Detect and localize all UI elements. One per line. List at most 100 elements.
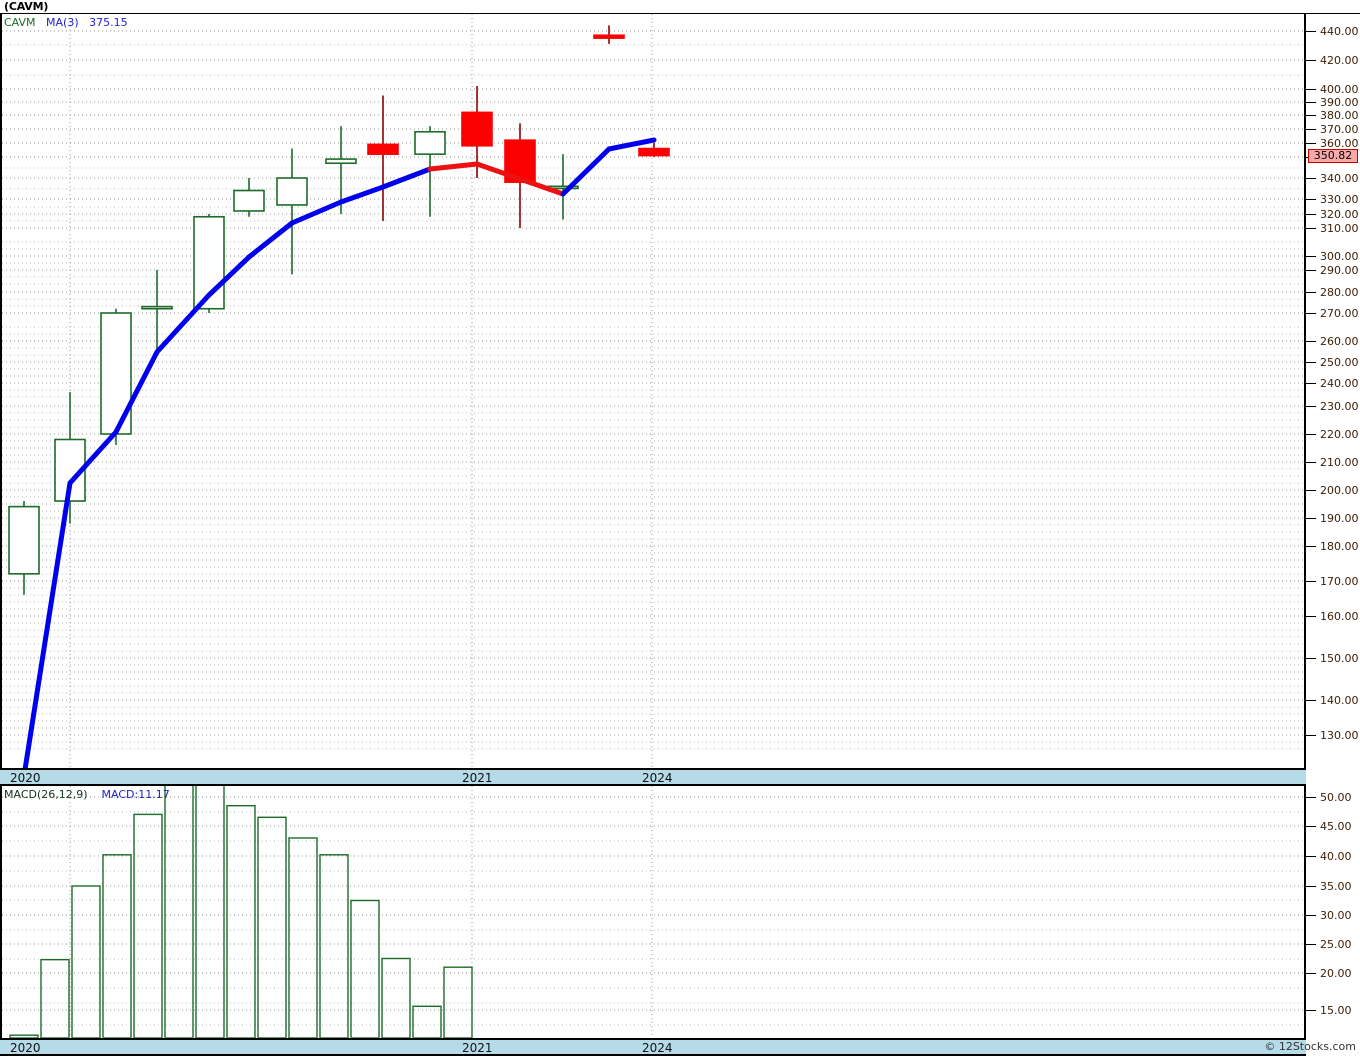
page-title: (CAVM) [4,0,49,13]
ma-line-segment [474,161,523,182]
macd-chart-panel[interactable] [0,786,1306,1044]
axis-tick-mark [1306,616,1316,617]
ma-line-segment [246,220,295,260]
price-axis-tick-label: 370.00 [1320,123,1359,136]
axis-tick-mark [1306,341,1316,342]
candle-up [414,130,446,155]
price-axis-tick-label: 220.00 [1320,428,1359,441]
axis-tick-mark [1306,313,1316,314]
macd-bar [133,813,163,1039]
axis-tick-mark [1306,915,1316,916]
price-axis-tick-label: 130.00 [1320,729,1359,742]
candle-up [141,305,173,310]
macd-bar [319,854,349,1039]
axis-tick-mark [1306,270,1316,271]
ma-line-segment [22,480,73,768]
candle-up [276,177,308,206]
price-axis-tick-label: 320.00 [1320,208,1359,221]
axis-tick-mark [1306,1010,1316,1011]
axis-tick-mark [1306,89,1316,90]
macd-bar [257,816,287,1039]
ma-line-segment [67,429,119,486]
candle-up [233,189,265,212]
price-axis-tick-label: 420.00 [1320,54,1359,67]
price-axis-tick-label: 280.00 [1320,286,1359,299]
price-axis-tick-label: 330.00 [1320,193,1359,206]
date-tick-label: 2020 [10,771,41,785]
axis-tick-mark [1306,406,1316,407]
axis-tick-mark [1306,700,1316,701]
macd-axis-tick-label: 30.00 [1320,909,1352,922]
price-value-axis: 350.82 440.00 420.00 400.00 390.00 380.00 370… [1306,14,1360,768]
macd-date-axis: 2020 2021 2024 [0,1038,1306,1056]
price-date-axis: 2020 2021 2024 [0,768,1306,786]
ma-line-segment [380,166,433,190]
price-axis-tick-label: 200.00 [1320,484,1359,497]
ma-line-segment [113,349,160,435]
macd-bar [71,885,101,1039]
price-axis-tick-label: 180.00 [1320,540,1359,553]
date-tick-label: 2024 [642,1041,673,1055]
candle-down [504,139,536,183]
axis-tick-mark [1306,581,1316,582]
date-tick-label: 2024 [642,771,673,785]
axis-tick-mark [1306,102,1316,103]
date-tick-label: 2021 [462,1041,493,1055]
price-axis-tick-label: 270.00 [1320,307,1359,320]
axis-tick-mark [1306,228,1316,229]
axis-tick-mark [1306,490,1316,491]
price-axis-tick-label: 390.00 [1320,96,1359,109]
ma-line-segment [206,254,252,298]
axis-tick-mark [1306,383,1316,384]
candle-down [593,34,625,39]
price-axis-tick-label: 170.00 [1320,575,1359,588]
axis-tick-mark [1306,518,1316,519]
title-bar: (CAVM) [0,0,1360,14]
price-axis-tick-label: 190.00 [1320,512,1359,525]
price-chart-panel[interactable] [0,14,1306,768]
macd-bar [381,957,411,1039]
axis-tick-mark [1306,462,1316,463]
macd-axis-tick-label: 20.00 [1320,967,1352,980]
candle-down [367,143,399,155]
axis-tick-mark [1306,546,1316,547]
macd-bar [195,786,225,1039]
macd-bar [350,899,380,1039]
macd-bar [40,958,70,1039]
last-price-badge: 350.82 [1308,148,1358,163]
price-axis-tick-label: 400.00 [1320,83,1359,96]
axis-tick-mark [1306,60,1316,61]
axis-tick-mark [1306,886,1316,887]
macd-bar [102,854,132,1039]
axis-tick-mark [1306,143,1316,144]
ma-line-segment [338,184,386,205]
candle-down [461,111,493,147]
price-axis-tick-label: 210.00 [1320,456,1359,469]
price-axis-tick-label: 160.00 [1320,610,1359,623]
axis-tick-mark [1306,178,1316,179]
price-axis-tick-label: 150.00 [1320,652,1359,665]
price-axis-tick-label: 360.00 [1320,137,1359,150]
price-axis-tick-label: 440.00 [1320,25,1359,38]
macd-axis-tick-label: 40.00 [1320,850,1352,863]
axis-tick-mark [1306,31,1316,32]
macd-axis-tick-label: 15.00 [1320,1004,1352,1017]
price-axis-tick-label: 230.00 [1320,400,1359,413]
macd-bar [412,1005,442,1039]
price-axis-tick-label: 380.00 [1320,109,1359,122]
axis-tick-mark [1306,944,1316,945]
macd-axis-tick-label: 25.00 [1320,938,1352,951]
price-axis-tick-label: 340.00 [1320,172,1359,185]
axis-tick-mark [1306,434,1316,435]
axis-tick-mark [1306,735,1316,736]
price-axis-tick-label: 300.00 [1320,250,1359,263]
candle-up [8,505,40,575]
macd-axis-tick-label: 35.00 [1320,880,1352,893]
copyright-credit: © 12Stocks.com [1264,1040,1356,1053]
axis-tick-mark [1306,856,1316,857]
price-axis-tick-label: 250.00 [1320,356,1359,369]
price-axis-tick-label: 290.00 [1320,264,1359,277]
axis-tick-mark [1306,214,1316,215]
axis-tick-mark [1306,826,1316,827]
